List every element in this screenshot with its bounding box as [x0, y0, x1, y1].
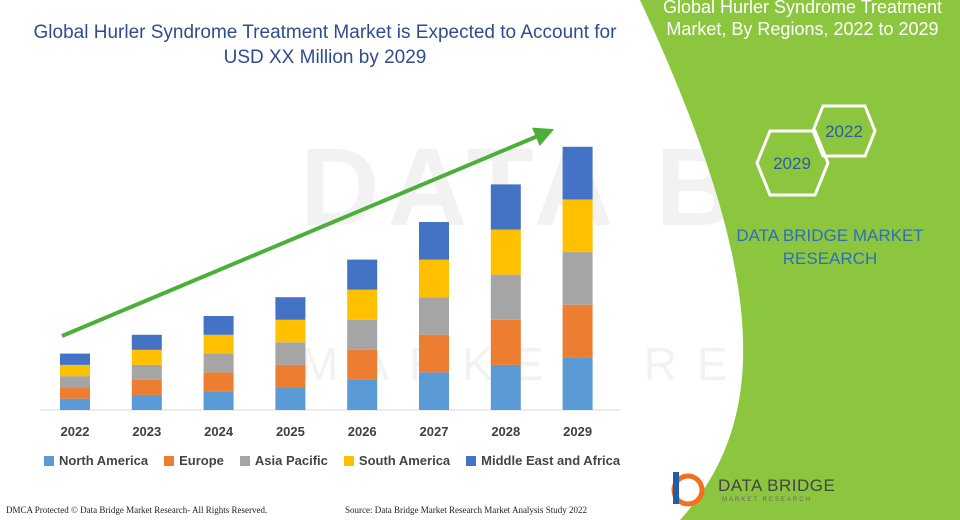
bar-segment-asia-pacific-2025 [275, 342, 306, 365]
legend-label: Europe [179, 453, 224, 468]
bar-segment-south-america-2029 [562, 199, 593, 253]
x-tick-label-2027: 2027 [420, 424, 449, 439]
bar-segment-middle-east-and-africa-2025 [275, 297, 306, 320]
hexagon-2029 [755, 129, 830, 197]
bar-segment-europe-2029 [562, 304, 593, 358]
logo-tagline: MARKET RESEARCH [722, 497, 812, 503]
legend-swatch [466, 455, 477, 466]
legend-swatch [343, 455, 354, 466]
bar-segment-europe-2028 [490, 319, 521, 365]
bar-segment-europe-2026 [347, 349, 378, 380]
bar-segment-middle-east-and-africa-2023 [131, 334, 162, 350]
legend-item-europe: Europe [164, 453, 224, 468]
chart-legend: North America Europe Asia Pacific South Ame… [44, 453, 620, 468]
bar-segment-north-america-2028 [490, 364, 521, 410]
bar-segment-middle-east-and-africa-2026 [347, 259, 378, 290]
bar-segment-asia-pacific-2024 [203, 353, 234, 373]
logo-name: DATA BRIDGE [718, 476, 836, 495]
legend-label: Middle East and Africa [481, 453, 621, 468]
bar-segment-middle-east-and-africa-2022 [60, 353, 90, 365]
legend-label: South America [358, 453, 451, 468]
bar-segment-north-america-2027 [419, 372, 449, 410]
bar-segment-north-america-2026 [347, 379, 378, 410]
bar-segment-europe-2027 [419, 334, 449, 373]
brand-text: DATA BRIDGE MARKET RESEARCH [736, 226, 924, 268]
x-tick-label-2025: 2025 [276, 424, 305, 439]
bar-segment-asia-pacific-2028 [490, 274, 521, 320]
legend-swatch [44, 455, 54, 466]
bar-segment-europe-2023 [131, 379, 162, 395]
hex-label-2022: 2022 [825, 122, 863, 141]
legend-label: North America [59, 453, 149, 468]
x-tick-label-2024: 2024 [204, 424, 234, 439]
side-panel-title: Global Hurler Syndrome Treatment Market,… [662, 0, 943, 39]
chart-title: Global Hurler Syndrome Treatment Market … [33, 22, 617, 68]
legend-item-asia-pacific: Asia Pacific [239, 453, 328, 468]
x-tick-label-2029: 2029 [563, 424, 592, 439]
legend-item-south-america: South America [343, 453, 451, 468]
bar-segment-south-america-2023 [131, 349, 162, 365]
bar-segment-asia-pacific-2027 [419, 297, 449, 335]
bar-segment-south-america-2025 [275, 319, 306, 343]
bar-segment-north-america-2025 [275, 387, 306, 410]
legend-swatch [164, 455, 175, 466]
x-tick-label-2028: 2028 [491, 424, 520, 439]
x-tick-label-2026: 2026 [348, 424, 377, 439]
logo-mark [671, 472, 705, 507]
bar-segment-north-america-2029 [562, 357, 593, 410]
side-panel-background [640, 0, 960, 520]
bar-segment-south-america-2024 [203, 334, 234, 354]
bar-segment-north-america-2023 [131, 394, 162, 410]
legend-swatch [239, 455, 250, 466]
bar-segment-asia-pacific-2026 [347, 319, 378, 350]
footer-source: Source: Data Bridge Market Research Mark… [345, 505, 587, 515]
bar-segment-asia-pacific-2023 [131, 364, 162, 380]
stacked-bar-chart: 2022 2023 2024 2025 2026 2027 2028 2029 [40, 127, 620, 439]
bar-segment-middle-east-and-africa-2027 [419, 222, 449, 260]
bar-segment-south-america-2022 [60, 364, 90, 377]
trend-arrow [61, 127, 555, 338]
bar-segment-europe-2024 [203, 372, 234, 392]
bar-segment-asia-pacific-2029 [562, 252, 593, 305]
bar-segment-middle-east-and-africa-2028 [490, 184, 521, 230]
legend-label: Asia Pacific [254, 453, 328, 468]
legend-item-middle-east-and-africa: Middle East and Africa [466, 453, 620, 468]
x-tick-label-2023: 2023 [132, 424, 161, 439]
hex-label-2029: 2029 [773, 154, 811, 173]
footer-copyright: DMCA Protected © Data Bridge Market Rese… [6, 505, 268, 515]
bar-segment-europe-2025 [275, 364, 306, 388]
bar-segment-asia-pacific-2022 [60, 376, 90, 388]
x-tick-label-2022: 2022 [61, 424, 90, 439]
bar-segment-north-america-2024 [203, 391, 234, 410]
bar-segment-middle-east-and-africa-2029 [562, 146, 593, 200]
bar-segment-middle-east-and-africa-2024 [203, 316, 234, 335]
bar-segment-south-america-2028 [490, 229, 521, 275]
bar-segment-north-america-2022 [60, 398, 90, 410]
bar-segment-south-america-2027 [419, 259, 449, 298]
bar-segment-europe-2022 [60, 387, 90, 399]
bar-segment-south-america-2026 [347, 289, 378, 320]
legend-item-north-america: North America [44, 453, 148, 468]
logo-stem [673, 472, 679, 504]
